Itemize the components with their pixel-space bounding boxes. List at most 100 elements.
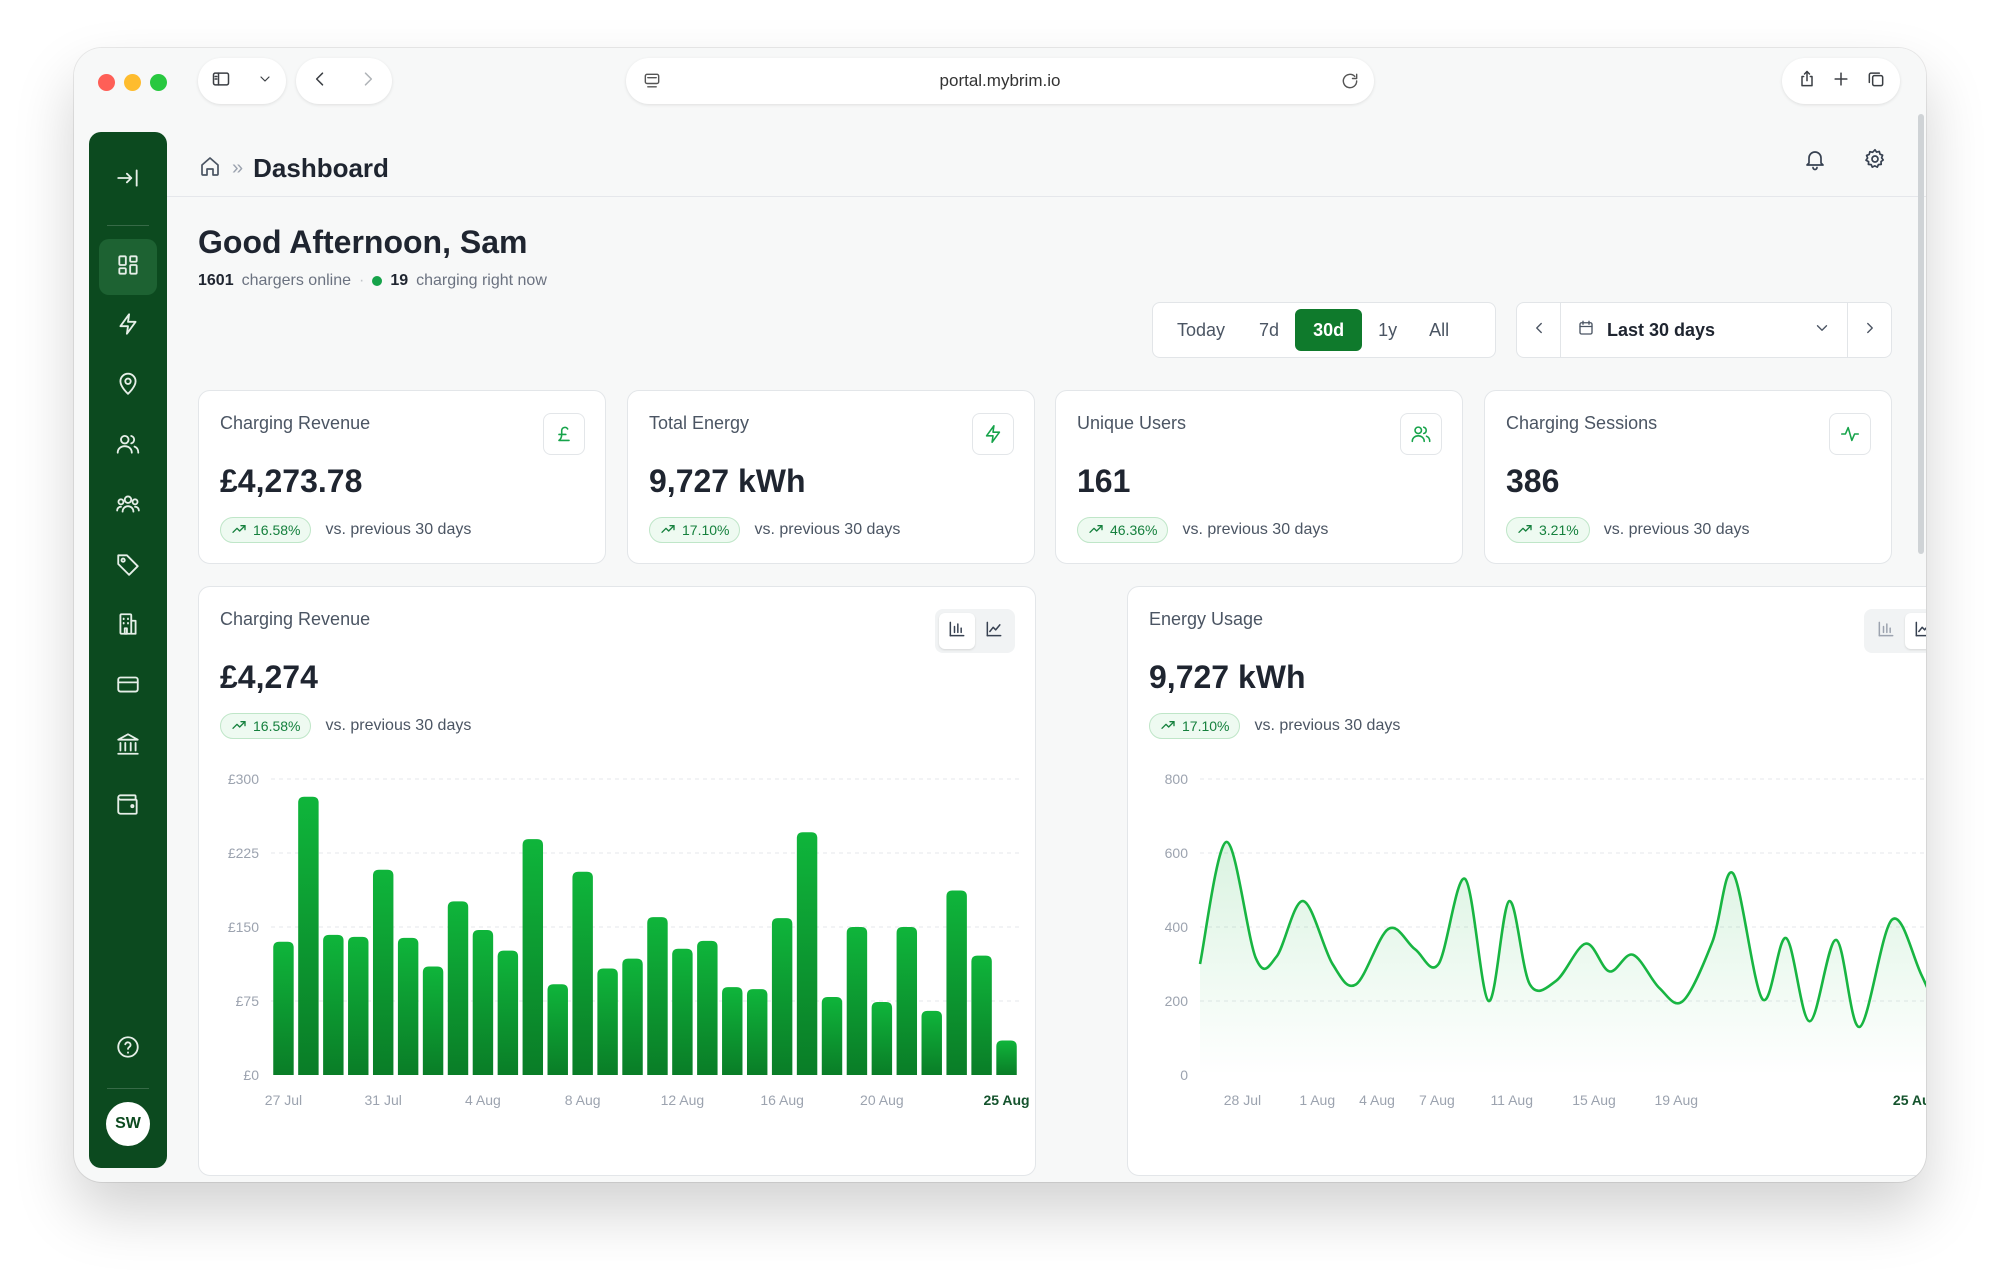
maximize-window-button[interactable] bbox=[150, 74, 167, 91]
range-tab-1y[interactable]: 1y bbox=[1378, 319, 1398, 340]
page-title: Dashboard bbox=[253, 152, 389, 183]
time-range-tabs: Today 7d 30d 1y All bbox=[1152, 302, 1496, 358]
revenue-bar[interactable] bbox=[746, 989, 768, 1075]
stat-label: Unique Users bbox=[1077, 413, 1187, 433]
revenue-chart-card: Charging Revenue £4,274 16.58% vs. previ… bbox=[198, 586, 1036, 1176]
x-tick-label: 31 Jul bbox=[365, 1092, 402, 1108]
chart-total-value: 9,727 kWh bbox=[1149, 659, 1306, 695]
range-tab-30d[interactable]: 30d bbox=[1295, 309, 1363, 351]
settings-button[interactable] bbox=[1854, 140, 1896, 182]
revenue-bar[interactable] bbox=[422, 966, 444, 1075]
sidebar-item-payments[interactable] bbox=[99, 658, 157, 714]
collapse-sidebar-button[interactable] bbox=[99, 152, 157, 208]
sidebar-item-help[interactable] bbox=[99, 1021, 157, 1077]
reload-icon[interactable] bbox=[1340, 71, 1360, 96]
user-group-icon bbox=[115, 491, 141, 522]
stat-card-total-energy: Total Energy 9,727 kWh 17.10% vs. previo… bbox=[627, 390, 1035, 564]
chevron-down-icon[interactable] bbox=[257, 71, 273, 92]
revenue-bar[interactable] bbox=[921, 1010, 942, 1075]
range-tab-today[interactable]: Today bbox=[1177, 319, 1226, 340]
sidebar-item-banking[interactable] bbox=[99, 718, 157, 774]
revenue-bar[interactable] bbox=[372, 869, 394, 1075]
page-scrollbar[interactable] bbox=[1918, 114, 1924, 554]
revenue-bar[interactable] bbox=[697, 940, 718, 1075]
revenue-bar[interactable] bbox=[672, 948, 693, 1075]
bar-chart-view-button[interactable] bbox=[938, 613, 975, 649]
greeting-title: Good Afternoon, Sam bbox=[198, 224, 528, 260]
browser-toolbar: portal.mybrim.io bbox=[74, 48, 1926, 114]
share-icon[interactable] bbox=[1797, 69, 1817, 94]
revenue-bar[interactable] bbox=[946, 890, 967, 1075]
revenue-bar[interactable] bbox=[896, 927, 918, 1075]
chart-label: Charging Revenue bbox=[220, 609, 371, 629]
tab-overview-icon[interactable] bbox=[1866, 69, 1886, 94]
home-icon[interactable] bbox=[198, 154, 222, 183]
revenue-bar[interactable] bbox=[547, 984, 568, 1075]
chart-trend: 16.58% vs. previous 30 days bbox=[220, 713, 471, 739]
revenue-bar[interactable] bbox=[572, 871, 593, 1075]
minimize-window-button[interactable] bbox=[124, 74, 141, 91]
page-settings-icon[interactable] bbox=[642, 71, 662, 96]
back-button[interactable] bbox=[310, 69, 330, 94]
range-tab-all[interactable]: All bbox=[1429, 319, 1450, 340]
sidebar-item-pricing[interactable] bbox=[99, 538, 157, 594]
revenue-bar[interactable] bbox=[447, 901, 469, 1075]
revenue-bar[interactable] bbox=[597, 968, 618, 1075]
revenue-bar[interactable] bbox=[323, 934, 344, 1075]
revenue-bar[interactable] bbox=[871, 1001, 893, 1075]
revenue-bar[interactable] bbox=[622, 958, 643, 1075]
next-period-button[interactable] bbox=[1847, 303, 1891, 357]
stat-label: Charging Revenue bbox=[220, 413, 371, 433]
revenue-bar[interactable] bbox=[397, 937, 419, 1075]
revenue-bar[interactable] bbox=[971, 955, 992, 1075]
stat-card-unique-users: Unique Users 161 46.36% vs. previous 30 … bbox=[1055, 390, 1463, 564]
previous-period-button[interactable] bbox=[1517, 303, 1561, 357]
sidebar-item-dashboard[interactable] bbox=[99, 239, 157, 295]
revenue-bar[interactable] bbox=[722, 987, 743, 1075]
revenue-bar[interactable] bbox=[771, 918, 793, 1075]
charger-status: 1601 chargers online · 19 charging right… bbox=[198, 272, 547, 290]
new-tab-icon[interactable] bbox=[1831, 69, 1851, 94]
comparison-text: vs. previous 30 days bbox=[754, 521, 901, 538]
comparison-text: vs. previous 30 days bbox=[1182, 521, 1329, 538]
browser-actions bbox=[1782, 58, 1900, 104]
chart-type-toggle bbox=[935, 609, 1015, 653]
stat-value: 386 bbox=[1506, 463, 1560, 499]
line-chart-view-button[interactable] bbox=[1904, 613, 1926, 649]
sidebar-item-groups[interactable] bbox=[99, 478, 157, 534]
change-value: 16.58% bbox=[253, 522, 301, 538]
revenue-bar[interactable] bbox=[298, 796, 319, 1075]
sidebar-item-users[interactable] bbox=[99, 418, 157, 474]
revenue-bar[interactable] bbox=[273, 941, 294, 1075]
revenue-bar[interactable] bbox=[348, 936, 369, 1075]
revenue-bar[interactable] bbox=[497, 950, 519, 1075]
sidebar-item-locations[interactable] bbox=[99, 358, 157, 414]
sidebar-icon bbox=[211, 69, 231, 94]
range-tab-7d[interactable]: 7d bbox=[1259, 319, 1280, 340]
sidebar-toggle-button[interactable] bbox=[198, 58, 286, 104]
revenue-bar[interactable] bbox=[846, 927, 868, 1075]
energy-line[interactable] bbox=[1198, 840, 1926, 1036]
lightning-icon bbox=[972, 413, 1014, 455]
close-window-button[interactable] bbox=[98, 74, 115, 91]
revenue-bar[interactable] bbox=[996, 1040, 1017, 1075]
date-range-select[interactable]: Last 30 days bbox=[1561, 319, 1847, 342]
sidebar-item-charging[interactable] bbox=[99, 298, 157, 354]
notifications-button[interactable] bbox=[1794, 140, 1836, 182]
revenue-bar[interactable] bbox=[472, 929, 494, 1075]
chevron-right-icon bbox=[1861, 319, 1879, 342]
revenue-bar[interactable] bbox=[647, 917, 668, 1075]
charging-now-label: charging right now bbox=[416, 272, 547, 289]
sidebar-item-wallet[interactable] bbox=[99, 778, 157, 834]
revenue-bar[interactable] bbox=[522, 839, 544, 1075]
forward-button[interactable] bbox=[358, 69, 378, 94]
x-tick-label: 25 Aug bbox=[1893, 1092, 1926, 1108]
bar-chart-view-button[interactable] bbox=[1868, 613, 1904, 649]
revenue-bar[interactable] bbox=[796, 832, 818, 1075]
address-bar[interactable]: portal.mybrim.io bbox=[626, 58, 1374, 104]
charging-now-count: 19 bbox=[390, 272, 409, 289]
revenue-bar[interactable] bbox=[821, 997, 843, 1075]
line-chart-view-button[interactable] bbox=[976, 613, 1012, 649]
sidebar-item-organisations[interactable] bbox=[99, 598, 157, 654]
user-avatar[interactable]: SW bbox=[106, 1102, 150, 1146]
